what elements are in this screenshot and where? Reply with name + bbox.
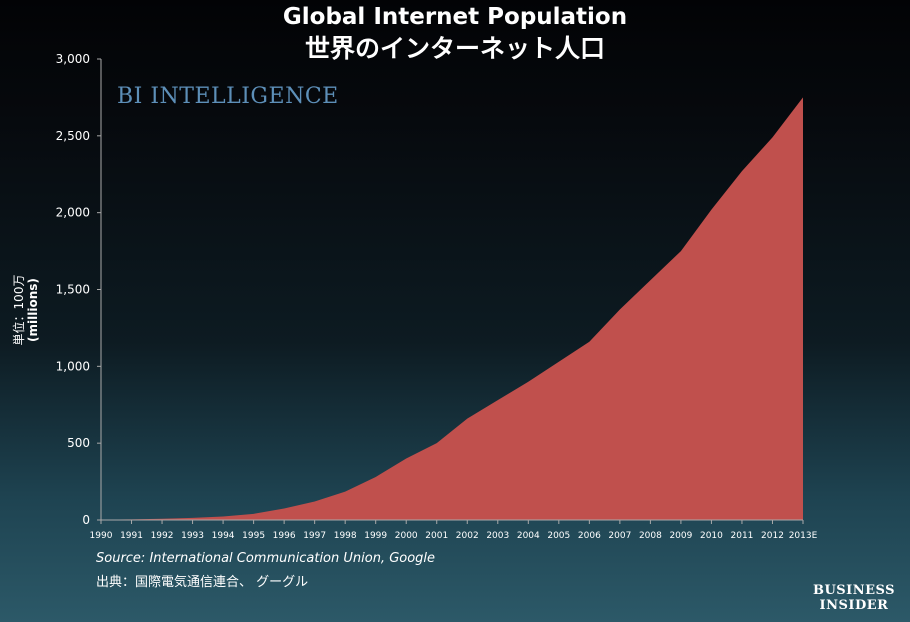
x-tick-label: 1997 [303,531,326,541]
x-tick-label: 2009 [669,531,692,541]
x-tick-label: 1994 [212,531,235,541]
x-tick-label: 2002 [456,531,479,541]
chart-axes [97,58,804,524]
x-tick-label: 2007 [608,531,631,541]
y-tick-label: 2,000 [56,206,90,220]
chart-area-group [101,97,803,521]
y-axis-label: 単位：100万 (millions) [2,262,50,362]
bi-intelligence-watermark: BI INTELLIGENCE [117,84,339,109]
x-tick-label: 2008 [639,531,662,541]
x-tick-label: 1998 [334,531,357,541]
x-tick-label: 2000 [395,531,418,541]
y-tick-label: 0 [82,513,90,527]
x-tick-label: 1995 [242,531,265,541]
data-area [101,97,803,521]
x-tick-label: 2004 [517,531,540,541]
y-tick-label: 1,500 [56,283,90,297]
x-tick-label: 2011 [731,531,754,541]
x-tick-label: 2001 [425,531,448,541]
y-tick-labels: 0 500 1,000 1,500 2,000 2,500 3,000 [56,52,90,527]
logo-line-2: INSIDER [819,598,889,613]
x-tick-labels: 1990 1991 1992 1993 1994 1995 1996 1997 1998 1999… [90,531,818,541]
y-tick-label: 2,500 [56,129,90,143]
x-tick-label: 1996 [273,531,296,541]
source-note-ja: 出典：国際電気通信連合、 グーグル [96,575,309,590]
y-tick-label: 3,000 [56,52,90,66]
source-note-en: Source: International Communication Unio… [96,551,436,566]
y-axis-label-en: (millions) [26,278,40,342]
logo-line-1: BUSINESS [812,583,896,598]
x-tick-label: 2003 [486,531,509,541]
x-tick-label: 1999 [364,531,387,541]
chart-title-ja: 世界のインターネット人口 [304,34,605,63]
x-tick-label: 1991 [120,531,143,541]
y-axis-label-ja: 単位：100万 [12,274,26,346]
x-tick-label: 2010 [700,531,723,541]
x-tick-label: 2006 [578,531,601,541]
x-tick-label: 1992 [151,531,174,541]
x-tick-label: 2013E [789,531,818,541]
chart-title-en: Global Internet Population [282,4,628,30]
x-tick-label: 2012 [761,531,784,541]
x-tick-label: 1990 [90,531,113,541]
x-tick-label: 1993 [181,531,204,541]
y-tick-label: 1,000 [56,359,90,373]
business-insider-logo: BUSINESS INSIDER [806,583,902,613]
x-tick-label: 2005 [547,531,570,541]
y-tick-label: 500 [67,436,90,450]
